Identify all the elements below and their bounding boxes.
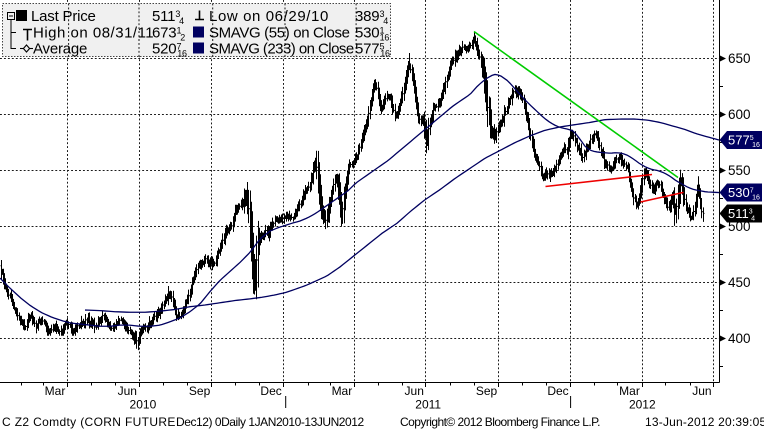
svg-text:Jun: Jun (118, 384, 137, 398)
svg-text:550: 550 (728, 163, 751, 178)
svg-text:51134: 51134 (152, 8, 184, 26)
svg-text:Dec: Dec (547, 384, 568, 398)
svg-text:Mar: Mar (619, 384, 640, 398)
svg-text:Jun: Jun (692, 384, 711, 398)
svg-text:51134: 51134 (728, 206, 755, 223)
svg-text:400: 400 (728, 331, 751, 346)
svg-text:38934: 38934 (355, 8, 388, 26)
svg-text:Low on 06/29/10: Low on 06/29/10 (209, 8, 329, 25)
svg-text:SMAVG (233) on Close: SMAVG (233) on Close (209, 41, 354, 58)
svg-text:2011: 2011 (415, 397, 441, 411)
svg-text:Sep: Sep (189, 384, 211, 398)
svg-text:450: 450 (728, 275, 751, 290)
svg-text:Jun: Jun (405, 384, 424, 398)
svg-text:2012: 2012 (629, 397, 656, 411)
svg-text:Sep: Sep (476, 384, 498, 398)
svg-text:Last Price: Last Price (31, 8, 96, 25)
svg-text:Mar: Mar (45, 384, 66, 398)
svg-text:SMAVG (55) on Close: SMAVG (55) on Close (209, 25, 350, 42)
svg-text:Average: Average (33, 41, 87, 58)
svg-text:High on 08/31/11: High on 08/31/11 (33, 25, 154, 42)
svg-text:2010: 2010 (130, 397, 157, 411)
svg-text:Dec: Dec (260, 384, 281, 398)
svg-text:500: 500 (728, 219, 751, 234)
svg-text:650: 650 (728, 51, 751, 66)
svg-text:Mar: Mar (332, 384, 353, 398)
svg-text:600: 600 (728, 107, 751, 122)
